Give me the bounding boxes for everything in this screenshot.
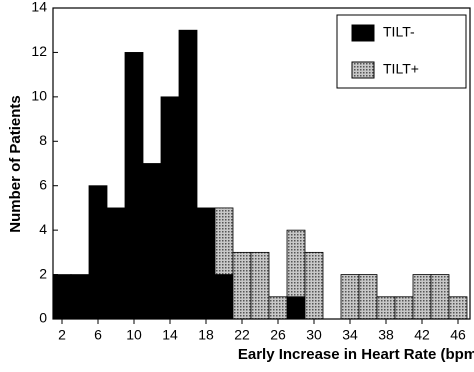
y-tick-label: 6 bbox=[39, 176, 47, 192]
bar bbox=[286, 296, 306, 320]
y-tick-label: 8 bbox=[39, 132, 47, 148]
x-axis-label: Early Increase in Heart Rate (bpm) bbox=[238, 346, 474, 363]
x-tick-label: 30 bbox=[306, 327, 322, 343]
x-tick-label: 46 bbox=[450, 327, 466, 343]
bar bbox=[52, 274, 72, 320]
bar bbox=[124, 52, 144, 320]
y-tick-label: 0 bbox=[39, 310, 47, 326]
bar bbox=[232, 251, 252, 320]
bar bbox=[250, 251, 270, 320]
bar bbox=[178, 29, 198, 320]
bar bbox=[196, 207, 216, 320]
x-tick-label: 14 bbox=[162, 327, 178, 343]
y-tick-label: 12 bbox=[31, 43, 47, 59]
y-tick-label: 2 bbox=[39, 265, 47, 281]
plot-frame bbox=[52, 7, 471, 320]
bar bbox=[358, 274, 378, 320]
x-tick-label: 38 bbox=[378, 327, 394, 343]
legend-swatch bbox=[351, 61, 375, 79]
x-tick-label: 42 bbox=[414, 327, 430, 343]
bar bbox=[106, 207, 126, 320]
y-tick-label: 4 bbox=[39, 221, 47, 237]
x-tick-label: 34 bbox=[342, 327, 358, 343]
bar bbox=[430, 274, 450, 320]
y-axis-label: Number of Patients bbox=[7, 95, 24, 233]
bar bbox=[160, 96, 180, 320]
x-tick-label: 26 bbox=[270, 327, 286, 343]
bar bbox=[448, 296, 468, 320]
x-tick-label: 6 bbox=[94, 327, 102, 343]
bar bbox=[214, 274, 234, 320]
x-tick-label: 2 bbox=[58, 327, 66, 343]
bar bbox=[286, 229, 306, 298]
bar bbox=[214, 207, 234, 275]
legend-label: TILT+ bbox=[383, 61, 419, 77]
bar bbox=[70, 274, 90, 320]
bar bbox=[376, 296, 396, 320]
y-tick-label: 14 bbox=[31, 0, 47, 15]
bar bbox=[268, 296, 288, 320]
bar bbox=[88, 185, 108, 320]
legend-swatch bbox=[351, 24, 375, 42]
x-tick-label: 18 bbox=[198, 327, 214, 343]
bar bbox=[340, 274, 360, 320]
x-tick-label: 22 bbox=[234, 327, 250, 343]
y-tick-label: 10 bbox=[31, 88, 47, 104]
x-tick-label: 10 bbox=[126, 327, 142, 343]
bar bbox=[412, 274, 432, 320]
legend-label: TILT- bbox=[383, 24, 415, 40]
bar bbox=[142, 163, 162, 320]
bar bbox=[304, 251, 324, 320]
bar bbox=[394, 296, 414, 320]
